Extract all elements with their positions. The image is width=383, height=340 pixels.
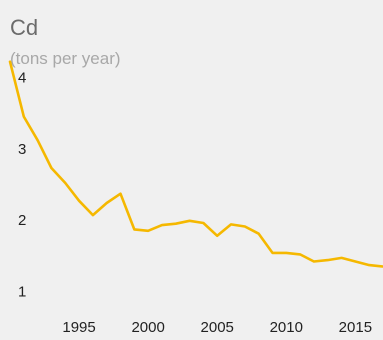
data-point <box>159 222 165 228</box>
x-tick-label: 2015 <box>339 319 372 336</box>
x-tick-label: 1995 <box>62 319 95 336</box>
data-point <box>366 262 372 268</box>
y-tick-label: 4 <box>18 69 26 86</box>
data-point <box>131 226 137 232</box>
data-point <box>76 198 82 204</box>
data-point <box>104 200 110 206</box>
data-point <box>35 137 41 143</box>
data-point <box>228 221 234 227</box>
x-tick-label: 2005 <box>201 319 234 336</box>
x-axis-tick-labels: 1995 2000 2005 2010 2015 <box>62 319 372 336</box>
data-point <box>214 233 220 239</box>
data-point <box>242 224 248 230</box>
data-point <box>297 251 303 257</box>
y-axis-tick-labels: 1 2 3 4 <box>18 69 26 300</box>
chart-title: Cd <box>10 15 38 40</box>
data-point <box>283 250 289 256</box>
series-line <box>8 60 383 268</box>
x-tick-label: 2010 <box>270 319 303 336</box>
data-point <box>352 259 358 265</box>
chart-subtitle: (tons per year) <box>10 49 121 68</box>
data-point <box>200 220 206 226</box>
y-tick-label: 2 <box>18 212 26 229</box>
x-tick-label: 2000 <box>131 319 164 336</box>
data-point <box>62 180 68 186</box>
y-tick-label: 1 <box>18 283 26 300</box>
data-point <box>256 231 262 237</box>
data-point <box>187 218 193 224</box>
data-point <box>145 228 151 234</box>
data-point <box>118 191 124 197</box>
data-point <box>325 257 331 263</box>
data-point <box>339 255 345 261</box>
data-point <box>311 259 317 265</box>
series-group <box>7 59 383 268</box>
data-point <box>270 250 276 256</box>
data-point <box>48 165 54 171</box>
data-point <box>7 59 13 65</box>
data-point <box>90 212 96 218</box>
y-tick-label: 3 <box>18 141 26 158</box>
data-point <box>21 114 27 120</box>
data-point <box>173 221 179 227</box>
